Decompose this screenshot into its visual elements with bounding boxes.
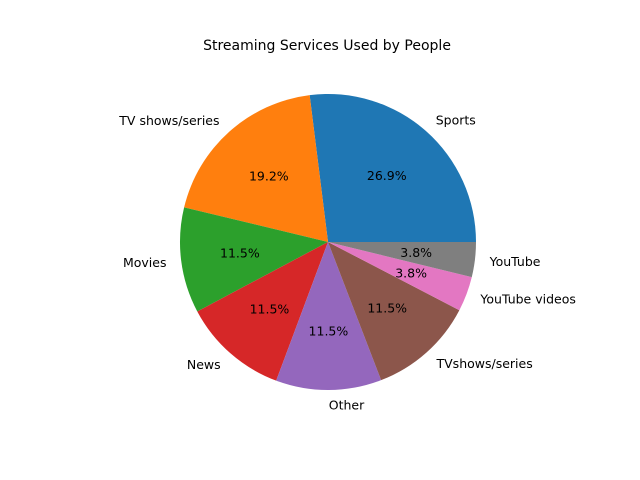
slice-label-tvshows-series: TVshows/series — [436, 356, 533, 371]
slice-label-youtube-videos: YouTube videos — [479, 292, 575, 307]
pct-label-other: 11.5% — [309, 323, 349, 338]
pie-slice-tv-shows-series — [184, 95, 328, 242]
slice-label-youtube: YouTube — [489, 254, 541, 269]
pct-label-movies: 11.5% — [220, 246, 260, 261]
pie-slice-tvshows-series — [328, 242, 460, 381]
pct-label-tvshows-series: 11.5% — [367, 301, 407, 316]
slice-label-movies: Movies — [123, 255, 167, 270]
pct-label-news: 11.5% — [250, 301, 290, 316]
slice-label-tv-shows-series: TV shows/series — [118, 113, 219, 128]
pie-slice-sports — [309, 93, 476, 242]
slice-label-sports: Sports — [436, 112, 476, 127]
slice-label-news: News — [187, 357, 221, 372]
chart-title: Streaming Services Used by People — [203, 38, 451, 54]
pie-slice-movies — [179, 207, 328, 312]
pie-labels: Sports 26.9% TV shows/series 19.2% Movies 11.… — [118, 112, 576, 412]
pct-label-youtube-videos: 3.8% — [395, 266, 427, 281]
pie-slice-other — [276, 242, 382, 391]
pct-label-sports: 26.9% — [367, 168, 407, 183]
pie-slice-youtube — [328, 242, 476, 278]
pct-label-tv-shows-series: 19.2% — [249, 168, 289, 183]
pie-slice-news — [197, 242, 328, 381]
pie-slice-youtube-videos — [328, 242, 472, 311]
pie-slices — [179, 93, 476, 391]
pct-label-youtube: 3.8% — [400, 245, 432, 260]
slice-label-other: Other — [329, 397, 365, 412]
